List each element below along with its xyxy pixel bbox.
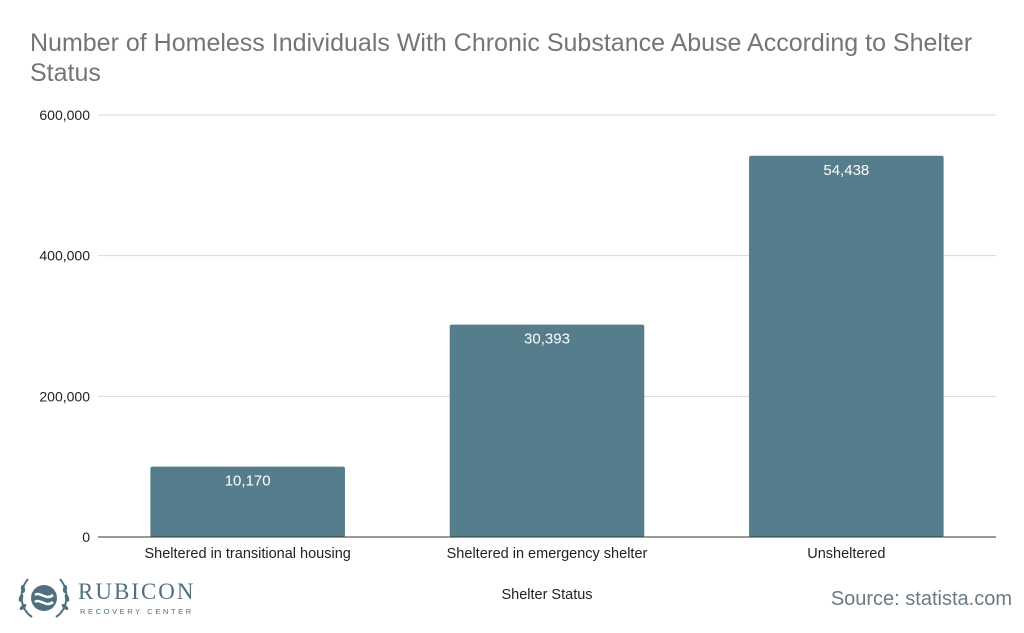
- brand-subtitle: RECOVERY CENTER: [80, 607, 194, 616]
- y-tick-label: 0: [82, 529, 90, 545]
- y-tick-label: 200,000: [39, 388, 90, 404]
- source-credit: Source: statista.com: [830, 588, 1012, 610]
- y-tick-label: 400,000: [39, 248, 90, 264]
- bar-data-label: 10,170: [225, 473, 271, 490]
- data-labels: 10,170 30,393 54,438: [225, 162, 870, 490]
- brand-name: RUBICON: [78, 579, 196, 604]
- x-tick-label: Sheltered in emergency shelter: [447, 546, 648, 562]
- x-tick-label: Sheltered in transitional housing: [144, 546, 350, 562]
- chart-title: Number of Homeless Individuals With Chro…: [30, 29, 973, 87]
- x-tick-label: Unsheltered: [807, 546, 885, 562]
- bar-data-label: 30,393: [524, 331, 570, 348]
- bar-data-label: 54,438: [823, 162, 869, 179]
- bars: [150, 155, 944, 537]
- x-axis-title: Shelter Status: [501, 587, 592, 603]
- bar: [150, 466, 345, 537]
- laurel-wreath-icon: [18, 578, 70, 618]
- x-axis-ticks: Sheltered in transitional housing Shelter…: [144, 546, 885, 562]
- y-axis-ticks: 0 200,000 400,000 600,000: [39, 107, 90, 545]
- y-tick-label: 600,000: [39, 107, 90, 123]
- bar: [449, 324, 645, 537]
- bar: [749, 155, 944, 537]
- rubicon-logo: RUBICON RECOVERY CENTER: [14, 571, 204, 623]
